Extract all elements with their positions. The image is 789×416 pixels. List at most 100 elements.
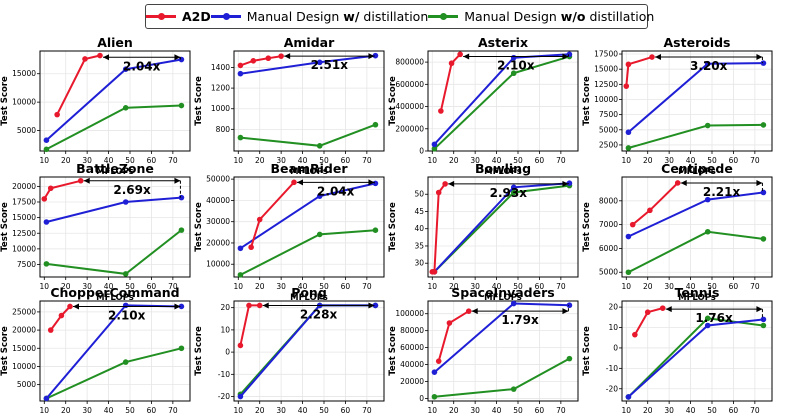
data-point-with-distill	[760, 316, 767, 323]
data-point-without-distill	[316, 143, 323, 149]
chart-title: Tennis	[675, 285, 720, 300]
data-point-a2d	[625, 61, 632, 68]
y-tick-label: -10	[218, 370, 230, 379]
y-tick-label: 12500	[594, 80, 618, 89]
y-tick-label: 10	[220, 325, 230, 334]
series-line-without-distill	[627, 317, 764, 398]
x-tick-label: 20	[61, 282, 71, 291]
data-point-without-distill	[625, 145, 632, 151]
data-point-a2d	[647, 207, 653, 214]
y-axis-label: Test Score	[388, 76, 398, 126]
y-tick-label: 10000	[12, 98, 36, 107]
y-tick-label: 15000	[12, 69, 36, 78]
chart-title: ChopperCommand	[50, 285, 179, 300]
data-point-with-distill	[625, 129, 632, 136]
speedup-label: 2.10x	[108, 308, 146, 322]
y-tick-label: 2500	[599, 140, 618, 149]
x-tick-label: 50	[513, 156, 523, 165]
x-tick-label: 60	[147, 406, 157, 415]
plot-frame	[39, 176, 191, 278]
data-point-with-distill	[431, 369, 438, 375]
data-point-without-distill	[178, 227, 185, 233]
x-tick-label: 20	[643, 282, 653, 291]
data-point-without-distill	[760, 322, 767, 329]
data-point-without-distill	[237, 134, 244, 141]
y-tick-label: 20	[220, 303, 230, 312]
legend: A2D Manual Design w/ distillation Manual…	[145, 4, 654, 29]
speedup-arrow-right-head	[368, 53, 375, 60]
x-tick-label: 50	[319, 156, 329, 165]
y-tick-label: -10	[606, 364, 618, 373]
y-tick-label: 5000	[17, 126, 36, 135]
data-point-with-distill	[760, 60, 767, 66]
y-tick-label: 20000	[12, 182, 36, 191]
y-tick-label: 30000	[206, 217, 230, 226]
x-tick-label: 30	[664, 282, 674, 291]
speedup-arrow-left-head	[103, 54, 109, 61]
speedup-arrow-left-head	[471, 308, 478, 315]
speedup-arrow-left-head	[284, 53, 291, 60]
x-tick-label: 40	[492, 282, 502, 291]
speedup-arrow-right-head	[756, 54, 763, 61]
chart-title: Alien	[97, 35, 133, 50]
speedup-label: 2.93x	[490, 186, 528, 200]
data-point-with-distill	[43, 395, 50, 402]
speedup-arrow-right-head	[368, 302, 375, 309]
x-tick-label: 10	[40, 156, 50, 165]
data-point-with-distill	[510, 300, 517, 307]
data-point-a2d	[278, 53, 284, 59]
x-tick-label: 50	[707, 156, 717, 165]
data-point-with-distill	[237, 245, 244, 252]
data-point-without-distill	[178, 345, 185, 352]
y-tick-label: 20000	[400, 377, 424, 386]
x-tick-label: 60	[535, 282, 545, 291]
data-point-without-distill	[510, 70, 517, 77]
series-line-a2d	[56, 54, 101, 116]
series-line-without-distill	[627, 230, 764, 274]
y-tick-label: 200000	[395, 124, 424, 133]
y-tick-label: 17500	[12, 198, 36, 207]
series-line-with-distill	[239, 182, 376, 250]
speedup-arrow-left-head	[655, 54, 661, 61]
x-axis-label: MFLOPs	[484, 167, 522, 177]
y-tick-label: 60000	[400, 343, 424, 352]
chart-panel-bowling: Bowling 10 20 30 40 50 60 70 30 35 40 45 50 MFLOPs Tes…	[388, 161, 579, 303]
data-point-with-distill	[760, 189, 767, 196]
y-tick-label: 20000	[12, 326, 36, 335]
plot-frame	[233, 50, 385, 152]
data-point-with-distill	[372, 180, 379, 187]
legend-label-without-distillation: Manual Design w/o distillation	[464, 9, 655, 24]
data-point-a2d	[644, 309, 651, 316]
speedup-label: 1.76x	[695, 311, 733, 325]
x-tick-label: 20	[449, 406, 459, 415]
y-tick-label: 7000	[599, 220, 618, 229]
speedup-arrow-left-head	[297, 179, 303, 186]
y-tick-label: 1200	[211, 84, 230, 93]
x-tick-label: 60	[535, 406, 545, 415]
chart-panel-beamrider: BeamRider 10 20 30 40 50 60 70 10000 20000 30000 40…	[194, 161, 385, 303]
x-tick-label: 70	[750, 406, 760, 415]
x-tick-label: 20	[643, 156, 653, 165]
x-tick-label: 10	[40, 406, 50, 415]
series-line-without-distill	[45, 104, 182, 151]
data-point-a2d	[465, 308, 472, 314]
x-axis-label: MFLOPs	[290, 167, 328, 177]
series-line-a2d	[632, 182, 679, 226]
speedup-label: 2.21x	[703, 185, 741, 199]
data-point-without-distill	[372, 227, 379, 233]
x-tick-label: 70	[556, 282, 566, 291]
x-tick-label: 10	[40, 282, 50, 291]
x-tick-label: 30	[82, 406, 92, 415]
data-point-without-distill	[625, 269, 632, 276]
chart-title: Asterix	[478, 35, 528, 50]
x-tick-label: 40	[104, 282, 114, 291]
x-tick-label: 40	[686, 282, 696, 291]
x-tick-label: 70	[168, 282, 178, 291]
y-tick-label: 0	[419, 147, 424, 156]
x-tick-label: 30	[664, 156, 674, 165]
data-point-with-distill	[704, 322, 711, 329]
data-point-without-distill	[178, 102, 185, 109]
legend-label-with-distillation: Manual Design w/ distillation	[246, 9, 429, 24]
y-axis-label: Test Score	[582, 202, 592, 252]
data-point-a2d	[67, 303, 73, 310]
